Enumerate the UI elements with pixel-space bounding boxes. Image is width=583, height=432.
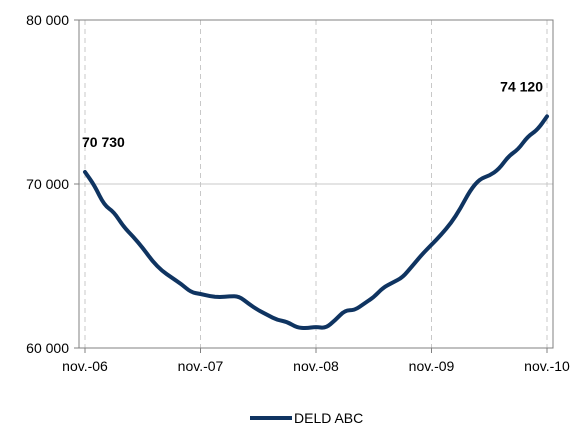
data-label: 70 730 bbox=[82, 134, 125, 150]
x-tick-label: nov.-06 bbox=[62, 358, 108, 374]
data-labels: 70 730 74 120 bbox=[82, 78, 543, 150]
y-tick-label: 70 000 bbox=[26, 176, 69, 192]
data-label: 74 120 bbox=[500, 78, 543, 94]
y-tick-label: 60 000 bbox=[26, 340, 69, 356]
y-tick-label: 80 000 bbox=[26, 12, 69, 28]
legend-label-deld-abc: DELD ABC bbox=[294, 410, 363, 426]
x-tick-label: nov.-08 bbox=[293, 358, 339, 374]
axes: 60 000 70 000 80 000 nov.-06 nov.-07 nov.-08 n… bbox=[26, 12, 570, 374]
x-tick-label: nov.-10 bbox=[524, 358, 570, 374]
series bbox=[83, 114, 549, 331]
x-tick-label: nov.-09 bbox=[409, 358, 455, 374]
gridlines bbox=[79, 20, 553, 348]
series-line-deld-abc bbox=[83, 114, 549, 331]
legend: DELD ABC bbox=[250, 410, 363, 426]
x-tick-label: nov.-07 bbox=[178, 358, 224, 374]
